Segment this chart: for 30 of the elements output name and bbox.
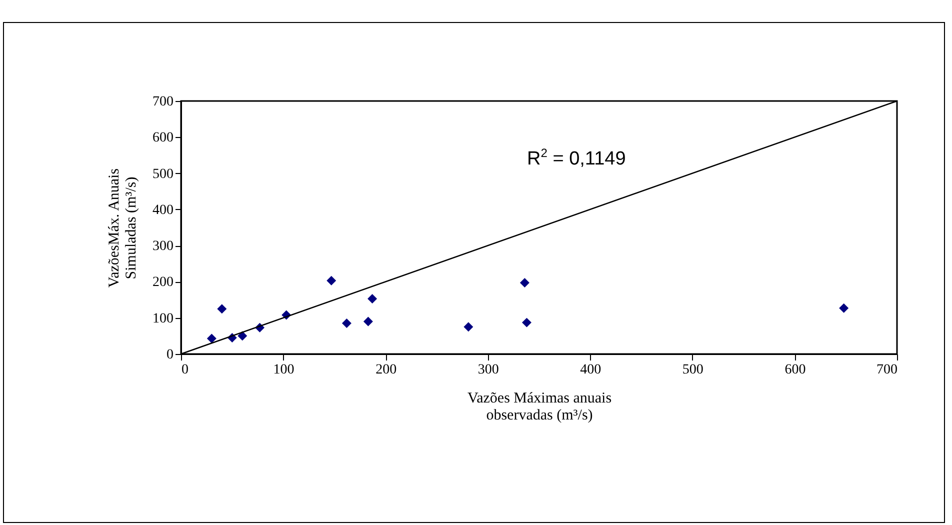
y-tick-label: 300 <box>152 239 174 254</box>
x-tick-label: 500 <box>682 362 704 378</box>
x-tick-label: 0 <box>182 362 188 378</box>
x-tick-label: 100 <box>273 362 294 378</box>
x-axis-title: Vazões Máximas anuais observadas (m³/s) <box>467 390 612 424</box>
annotation: R$^{2}$ = 0,1149 <box>527 146 626 170</box>
point <box>368 294 378 304</box>
y-tick-label: 100 <box>152 311 174 326</box>
y-tick-label: 400 <box>152 202 174 218</box>
point <box>839 303 849 313</box>
point <box>206 334 216 344</box>
point <box>464 322 474 332</box>
y-tick-label: 200 <box>152 275 174 290</box>
point <box>238 331 248 341</box>
point <box>522 318 532 328</box>
x-tick-label: 200 <box>376 362 397 378</box>
x-tick-label: 600 <box>784 362 806 378</box>
y-tick-label: 500 <box>152 166 174 182</box>
y-axis-title: VazõesMáx. Anuais Simuladas (m³/s) <box>106 168 140 288</box>
y-tick-label: 700 <box>152 94 174 110</box>
x-tick-label: 400 <box>580 362 602 378</box>
y-tick-label: 600 <box>152 130 174 146</box>
y-tick-label: 0 <box>166 348 174 362</box>
x-tick-label: 700 <box>876 362 898 378</box>
point <box>217 304 227 314</box>
point <box>326 276 336 286</box>
point <box>342 318 352 328</box>
x-tick-label: 300 <box>478 362 499 378</box>
point <box>363 316 373 326</box>
point <box>520 278 530 288</box>
